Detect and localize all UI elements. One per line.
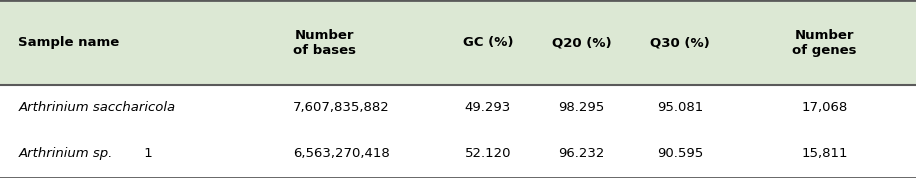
- Text: Q30 (%): Q30 (%): [650, 36, 710, 49]
- Text: Number
of bases: Number of bases: [293, 29, 356, 57]
- Text: Sample name: Sample name: [18, 36, 120, 49]
- Text: 7,607,835,882: 7,607,835,882: [293, 101, 390, 114]
- Text: 17,068: 17,068: [802, 101, 847, 114]
- Text: GC (%): GC (%): [463, 36, 513, 49]
- Text: Arthrinium saccharicola: Arthrinium saccharicola: [18, 101, 176, 114]
- FancyBboxPatch shape: [0, 0, 916, 85]
- Text: 96.232: 96.232: [559, 147, 605, 161]
- Text: Arthrinium sp.: Arthrinium sp.: [18, 147, 113, 161]
- Text: 98.295: 98.295: [559, 101, 605, 114]
- Text: 15,811: 15,811: [802, 147, 847, 161]
- Text: 52.120: 52.120: [464, 147, 511, 161]
- Text: 90.595: 90.595: [657, 147, 703, 161]
- Text: 49.293: 49.293: [464, 101, 511, 114]
- Text: Q20 (%): Q20 (%): [551, 36, 612, 49]
- Text: Number
of genes: Number of genes: [792, 29, 856, 57]
- Text: 1: 1: [140, 147, 153, 161]
- Text: 95.081: 95.081: [657, 101, 703, 114]
- Text: 6,563,270,418: 6,563,270,418: [293, 147, 390, 161]
